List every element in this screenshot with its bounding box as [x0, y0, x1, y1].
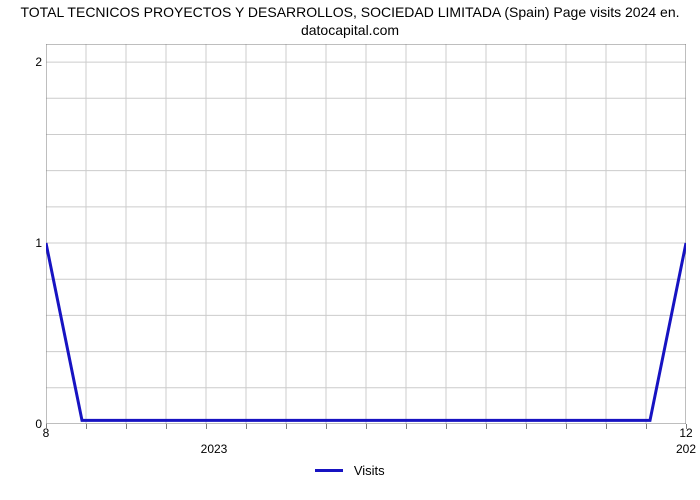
- chart-title: TOTAL TECNICOS PROYECTOS Y DESARROLLOS, …: [0, 4, 700, 39]
- x-tick-mark: [566, 424, 567, 429]
- x-tick-mark: [606, 424, 607, 429]
- y-tick-label: 1: [12, 236, 42, 250]
- x-tick-mark: [366, 424, 367, 429]
- x-tick-mark: [486, 424, 487, 429]
- x-tick-mark: [326, 424, 327, 429]
- y-tick-label: 0: [12, 417, 42, 431]
- x-tick-mark: [446, 424, 447, 429]
- x-tick-mark: [686, 424, 687, 429]
- x-tick-mark: [126, 424, 127, 429]
- x-tick-mark: [286, 424, 287, 429]
- x-tick-mark: [646, 424, 647, 429]
- legend-label: Visits: [354, 463, 385, 478]
- x-tick-mark: [526, 424, 527, 429]
- x-sub-label: 2023: [201, 442, 228, 456]
- plot-area: [46, 44, 686, 424]
- legend: Visits: [0, 462, 700, 480]
- x-tick-mark: [246, 424, 247, 429]
- x-tick-mark: [406, 424, 407, 429]
- x-tick-mark: [206, 424, 207, 429]
- chart-title-line2: datocapital.com: [0, 22, 700, 40]
- x-tick-mark: [166, 424, 167, 429]
- x-sub-label: 202: [676, 442, 696, 456]
- x-tick-mark: [86, 424, 87, 429]
- x-tick-mark: [46, 424, 47, 429]
- y-tick-label: 2: [12, 55, 42, 69]
- chart-svg: [46, 44, 686, 424]
- chart-title-line1: TOTAL TECNICOS PROYECTOS Y DESARROLLOS, …: [0, 4, 700, 22]
- legend-swatch: [315, 469, 343, 472]
